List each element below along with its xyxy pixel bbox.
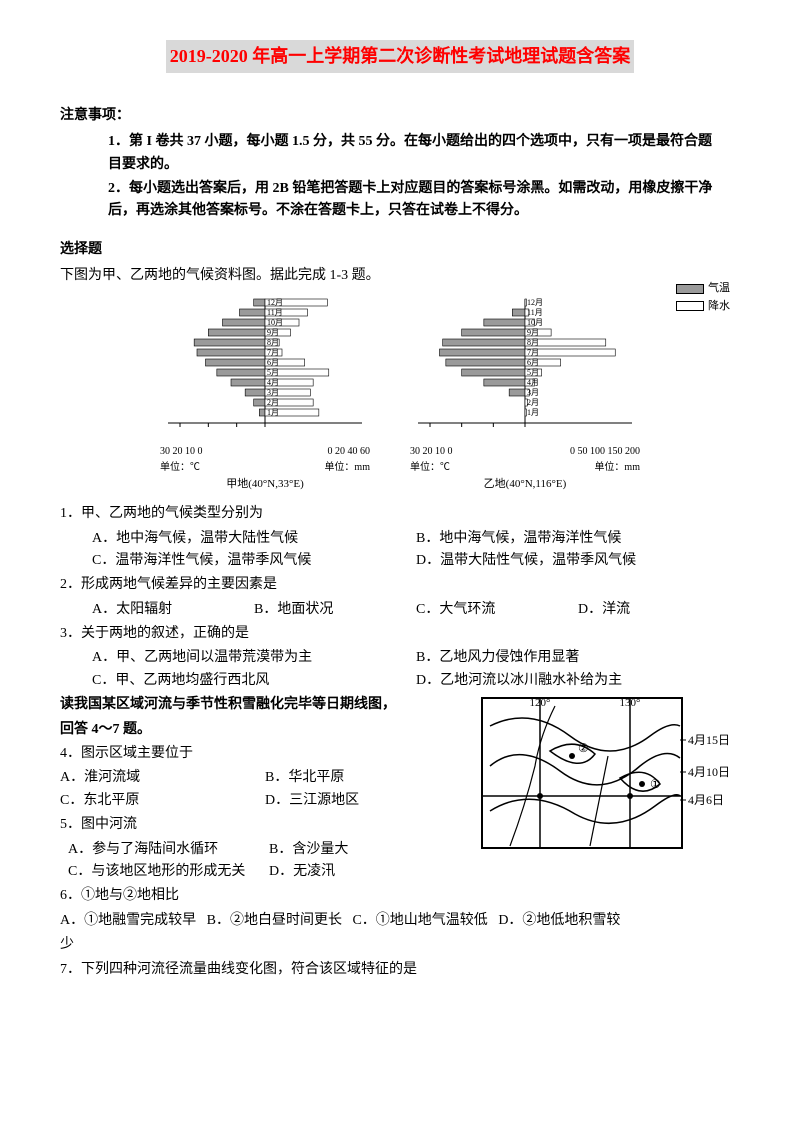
svg-text:120°: 120° [530, 697, 551, 709]
q6-trailing: 少 [60, 934, 740, 956]
mc-heading: 选择题 [60, 239, 740, 261]
svg-text:12月: 12月 [267, 298, 283, 307]
map-figure: 120° 130° 45° ① ② 4月15日 4月10日 4月6日 [480, 696, 740, 874]
chart-a-svg: 1月2月3月4月5月6月7月8月9月10月11月12月 [160, 294, 370, 444]
q6-stem: 6．①地与②地相比 [60, 885, 740, 907]
svg-text:4月10日: 4月10日 [688, 765, 730, 779]
q3-opt-a: A．甲、乙两地间以温带荒漠带为主 [92, 647, 416, 669]
chart-a-temp-axis: 30 20 10 0 [160, 444, 203, 460]
svg-text:11月: 11月 [267, 308, 283, 317]
chart-b-caption: 乙地(40°N,116°E) [484, 476, 567, 494]
q2-opt-a: A．太阳辐射 [92, 599, 254, 621]
chart-b-temp-axis: 30 20 10 0 [410, 444, 453, 460]
svg-text:3月: 3月 [527, 388, 539, 397]
q2-opt-c: C．大气环流 [416, 599, 578, 621]
q6-opt-b: B．②地白昼时间更长 [207, 913, 342, 928]
svg-text:2月: 2月 [267, 398, 279, 407]
chart-a: 1月2月3月4月5月6月7月8月9月10月11月12月 30 20 10 0 0… [160, 294, 370, 494]
svg-text:②: ② [578, 741, 589, 755]
chart-b-unit-p: 单位：mm [594, 460, 640, 476]
q4-opt-a: A．淮河流域 [60, 767, 265, 789]
chart-b-unit-t: 单位：℃ [410, 460, 450, 476]
svg-text:11月: 11月 [527, 308, 543, 317]
svg-text:5月: 5月 [527, 368, 539, 377]
svg-text:7月: 7月 [527, 348, 539, 357]
svg-text:9月: 9月 [267, 328, 279, 337]
chart-a-prec-axis: 0 20 40 60 [328, 444, 371, 460]
q1-opt-d: D．温带大陆性气候，温带季风气候 [416, 550, 740, 572]
q1-opt-c: C．温带海洋性气候，温带季风气候 [92, 550, 416, 572]
q6-opt-c: C．①地山地气温较低 [352, 913, 487, 928]
q7-stem: 7．下列四种河流径流量曲线变化图，符合该区域特征的是 [60, 959, 740, 981]
q3-opt-c: C．甲、乙两地均盛行西北风 [92, 670, 416, 692]
legend-prec-swatch [676, 301, 704, 311]
chart-b: 1月2月3月4月5月6月7月8月9月10月11月12月 30 20 10 0 0… [410, 294, 640, 494]
q1-stem: 1．甲、乙两地的气候类型分别为 [60, 503, 740, 525]
svg-text:6月: 6月 [527, 358, 539, 367]
svg-text:10月: 10月 [527, 318, 543, 327]
chart-b-prec-axis: 0 50 100 150 200 [570, 444, 640, 460]
svg-text:1月: 1月 [267, 408, 279, 417]
chart-a-unit-p: 单位：mm [324, 460, 370, 476]
q3-opt-b: B．乙地风力侵蚀作用显著 [416, 647, 740, 669]
q5-opt-d: D．无凌汛 [269, 861, 470, 883]
q4-opt-d: D．三江源地区 [265, 790, 470, 812]
legend-temp-label: 气温 [708, 280, 730, 298]
notice-block: 1．第 I 卷共 37 小题，每小题 1.5 分，共 55 分。在每小题给出的四… [108, 131, 724, 223]
legend-prec-label: 降水 [708, 298, 730, 316]
chart-a-unit-t: 单位：℃ [160, 460, 200, 476]
svg-text:7月: 7月 [267, 348, 279, 357]
svg-text:4月6日: 4月6日 [688, 793, 724, 807]
q5-opt-c: C．与该地区地形的形成无关 [68, 861, 269, 883]
svg-text:2月: 2月 [527, 398, 539, 407]
notice-line-1: 1．第 I 卷共 37 小题，每小题 1.5 分，共 55 分。在每小题给出的四… [108, 131, 724, 176]
svg-text:4月: 4月 [527, 378, 539, 387]
chart-b-svg: 1月2月3月4月5月6月7月8月9月10月11月12月 [410, 294, 640, 444]
q5-opt-a: A．参与了海陆间水循环 [68, 839, 269, 861]
q2-opt-b: B．地面状况 [254, 599, 416, 621]
svg-text:4月15日: 4月15日 [688, 733, 730, 747]
svg-text:4月: 4月 [267, 378, 279, 387]
svg-text:8月: 8月 [527, 338, 539, 347]
map-svg: 120° 130° 45° ① ② 4月15日 4月10日 4月6日 [480, 696, 740, 866]
svg-text:8月: 8月 [267, 338, 279, 347]
chart-legend: 气温 降水 [676, 280, 730, 315]
svg-text:5月: 5月 [267, 368, 279, 377]
svg-text:130°: 130° [620, 697, 641, 709]
intro-1: 下图为甲、乙两地的气候资料图。据此完成 1-3 题。 [60, 265, 740, 287]
q4-opt-c: C．东北平原 [60, 790, 265, 812]
q6-opt-a: A．①地融雪完成较早 [60, 913, 196, 928]
svg-text:①: ① [650, 777, 661, 791]
svg-text:6月: 6月 [267, 358, 279, 367]
q1-opt-b: B．地中海气候，温带海洋性气候 [416, 528, 740, 550]
svg-text:3月: 3月 [267, 388, 279, 397]
svg-text:1月: 1月 [527, 408, 539, 417]
q6-opt-d: D．②地低地积雪较 [498, 913, 620, 928]
notice-line-2: 2．每小题选出答案后，用 2B 铅笔把答题卡上对应题目的答案标号涂黑。如需改动，… [108, 178, 724, 223]
svg-text:12月: 12月 [527, 298, 543, 307]
svg-text:9月: 9月 [527, 328, 539, 337]
q6-opts: A．①地融雪完成较早 B．②地白昼时间更长 C．①地山地气温较低 D．②地低地积… [60, 910, 740, 932]
page-title: 2019-2020 年高一上学期第二次诊断性考试地理试题含答案 [166, 40, 635, 73]
q2-stem: 2．形成两地气候差异的主要因素是 [60, 574, 740, 596]
climate-charts: 1月2月3月4月5月6月7月8月9月10月11月12月 30 20 10 0 0… [60, 294, 740, 494]
q3-opt-d: D．乙地河流以冰川融水补给为主 [416, 670, 740, 692]
q4-opt-b: B．华北平原 [265, 767, 470, 789]
q2-opt-d: D．洋流 [578, 599, 740, 621]
chart-a-caption: 甲地(40°N,33°E) [226, 476, 304, 494]
svg-text:10月: 10月 [267, 318, 283, 327]
q1-opt-a: A．地中海气候，温带大陆性气候 [92, 528, 416, 550]
legend-temp-swatch [676, 284, 704, 294]
q3-stem: 3．关于两地的叙述，正确的是 [60, 623, 740, 645]
q5-opt-b: B．含沙量大 [269, 839, 470, 861]
notice-heading: 注意事项： [60, 105, 740, 127]
